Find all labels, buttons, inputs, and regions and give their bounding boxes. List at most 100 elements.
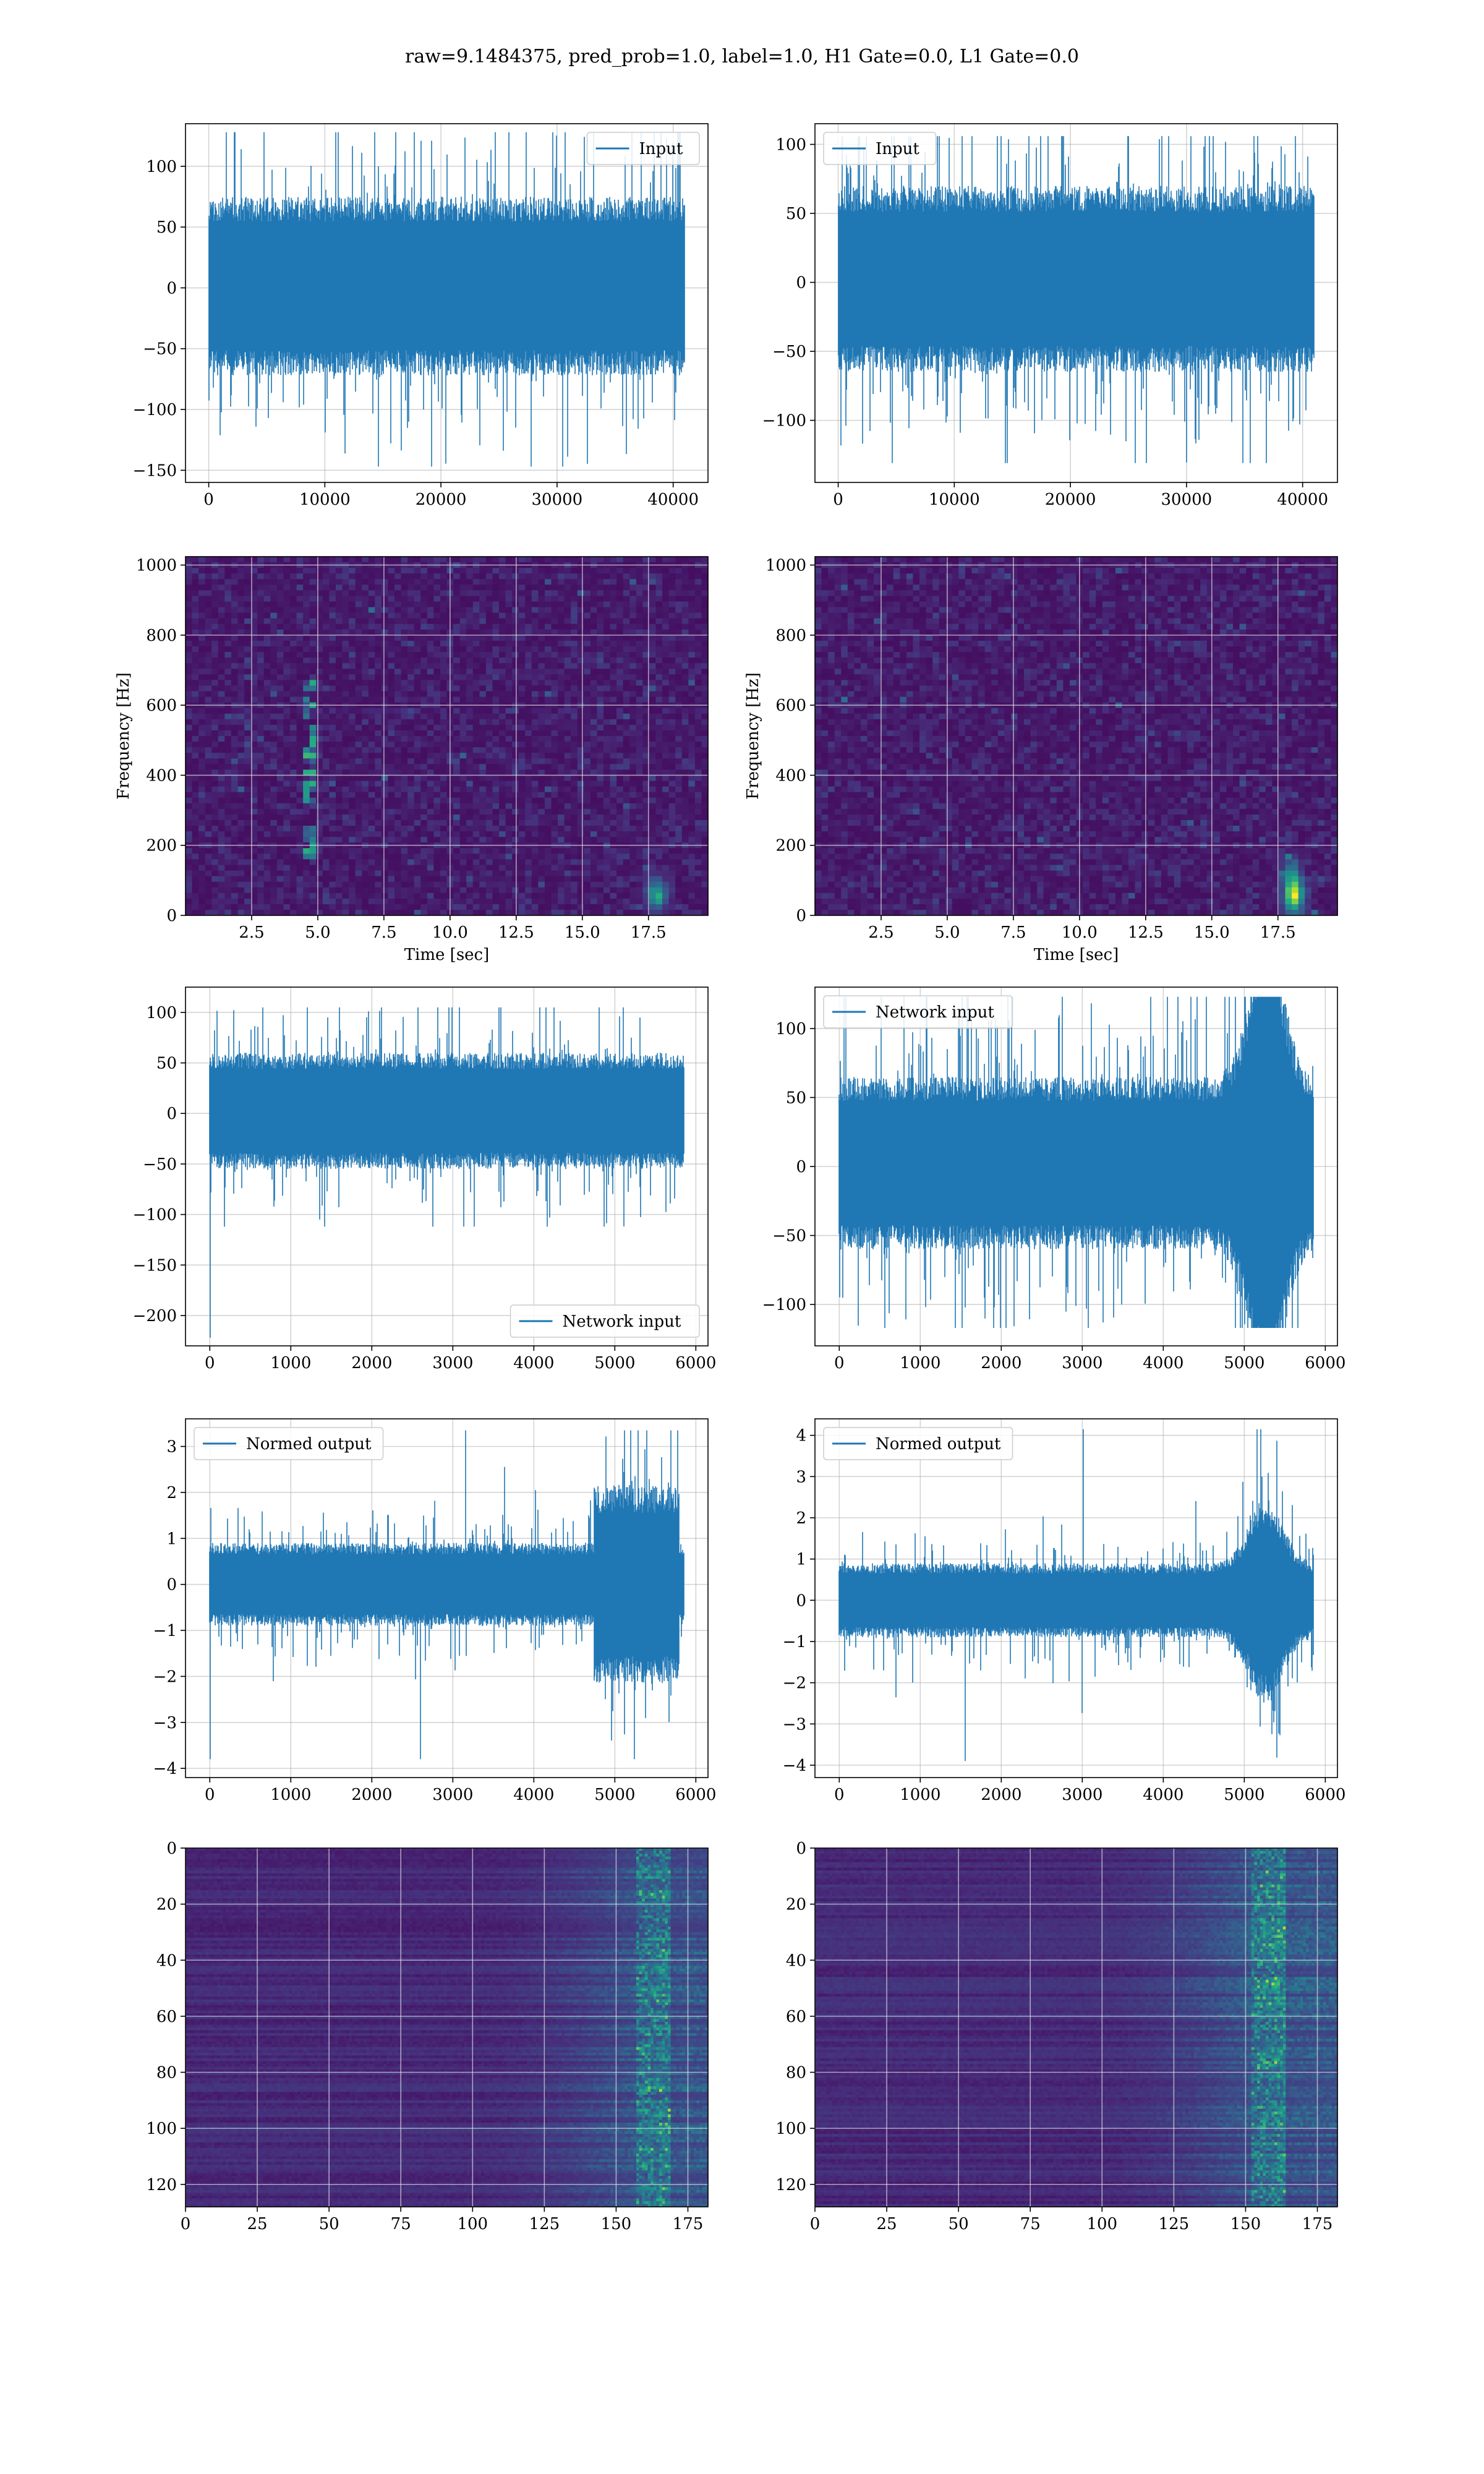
- heatmap-cell: [316, 584, 323, 591]
- heatmap-cell: [629, 646, 636, 653]
- heatmap-cell: [506, 596, 513, 602]
- heatmap-cell: [231, 624, 238, 630]
- heatmap-cell: [565, 590, 571, 596]
- heatmap-cell: [578, 630, 584, 636]
- heatmap-cell: [512, 635, 519, 641]
- heatmap-cell: [584, 584, 591, 591]
- heatmap-cell: [244, 618, 251, 625]
- heatmap-cell: [492, 663, 499, 669]
- heatmap-cell: [394, 590, 401, 596]
- heatmap-cell: [629, 557, 636, 563]
- heatmap-cell: [662, 602, 669, 608]
- heatmap-cell: [466, 596, 473, 602]
- heatmap-cell: [695, 663, 702, 669]
- heatmap-cell: [597, 557, 603, 563]
- heatmap-cell: [310, 596, 317, 602]
- heatmap-cell: [316, 557, 323, 563]
- heatmap-cell: [532, 568, 539, 574]
- heatmap-cell: [290, 618, 297, 625]
- heatmap-cell: [297, 624, 304, 630]
- heatmap-cell: [662, 596, 669, 602]
- heatmap-cell: [420, 657, 427, 664]
- heatmap-cell: [584, 657, 591, 664]
- heatmap-cell: [323, 607, 330, 614]
- heatmap-cell: [656, 579, 663, 585]
- heatmap-cell: [290, 630, 297, 636]
- heatmap-cell: [270, 663, 277, 669]
- heatmap-cell: [356, 607, 362, 614]
- heatmap-cell: [433, 573, 440, 580]
- heatmap-cell: [473, 573, 480, 580]
- heatmap-cell: [244, 596, 251, 602]
- heatmap-cell: [486, 584, 493, 591]
- heatmap-cell: [552, 652, 558, 658]
- heatmap-cell: [420, 579, 427, 585]
- heatmap-cell: [669, 646, 676, 653]
- heatmap-cell: [656, 607, 663, 614]
- heatmap-cell: [460, 568, 467, 574]
- heatmap-cell: [688, 596, 695, 602]
- heatmap-cell: [565, 669, 571, 675]
- heatmap-cell: [283, 635, 290, 641]
- x-tick-label: 30000: [532, 490, 583, 509]
- heatmap-cell: [565, 657, 571, 664]
- heatmap-cell: [414, 657, 421, 664]
- heatmap-cell: [623, 584, 630, 591]
- heatmap-cell: [270, 635, 277, 641]
- heatmap-cell: [636, 596, 643, 602]
- heatmap-cell: [532, 573, 539, 580]
- heatmap-cell: [356, 624, 362, 630]
- heatmap-cell: [558, 641, 565, 647]
- heatmap-cell: [460, 635, 467, 641]
- heatmap-cell: [238, 624, 245, 630]
- heatmap-cell: [316, 573, 323, 580]
- heatmap-cell: [492, 646, 499, 653]
- heatmap-cell: [394, 652, 401, 658]
- heatmap-cell: [492, 618, 499, 625]
- heatmap-cell: [558, 646, 565, 653]
- heatmap-cell: [571, 646, 578, 653]
- heatmap-cell: [356, 557, 362, 563]
- heatmap-cell: [205, 602, 212, 608]
- heatmap-cell: [303, 652, 310, 658]
- heatmap-cell: [323, 657, 330, 664]
- heatmap-cell: [433, 579, 440, 585]
- heatmap-cell: [303, 669, 310, 675]
- heatmap-cell: [565, 584, 571, 591]
- heatmap-cell: [211, 657, 218, 664]
- heatmap-cell: [369, 568, 375, 574]
- heatmap-cell: [532, 624, 539, 630]
- heatmap-cell: [303, 624, 310, 630]
- heatmap-cell: [623, 669, 630, 675]
- heatmap-cell: [629, 635, 636, 641]
- heatmap-cell: [701, 602, 708, 608]
- heatmap-cell: [629, 579, 636, 585]
- heatmap-cell: [440, 602, 447, 608]
- heatmap-cell: [198, 646, 205, 653]
- heatmap-cell: [623, 624, 630, 630]
- heatmap-cell: [688, 663, 695, 669]
- heatmap-cell: [552, 613, 558, 619]
- heatmap-cell: [270, 652, 277, 658]
- heatmap-cell: [578, 641, 584, 647]
- heatmap-cell: [538, 630, 545, 636]
- heatmap-cell: [362, 579, 369, 585]
- heatmap-cell: [414, 641, 421, 647]
- heatmap-cell: [394, 641, 401, 647]
- heatmap-cell: [198, 607, 205, 614]
- heatmap-cell: [297, 573, 304, 580]
- heatmap-cell: [578, 613, 584, 619]
- heatmap-cell: [603, 663, 610, 669]
- heatmap-cell: [675, 557, 682, 563]
- heatmap-cell: [329, 669, 336, 675]
- heatmap-cell: [519, 590, 526, 596]
- heatmap-cell: [270, 590, 277, 596]
- heatmap-cell: [610, 618, 617, 625]
- heatmap-cell: [238, 635, 245, 641]
- heatmap-cell: [218, 618, 225, 625]
- heatmap-cell: [283, 557, 290, 563]
- heatmap-cell: [623, 573, 630, 580]
- heatmap-cell: [336, 584, 343, 591]
- heatmap-cell: [558, 663, 565, 669]
- heatmap-cell: [473, 607, 480, 614]
